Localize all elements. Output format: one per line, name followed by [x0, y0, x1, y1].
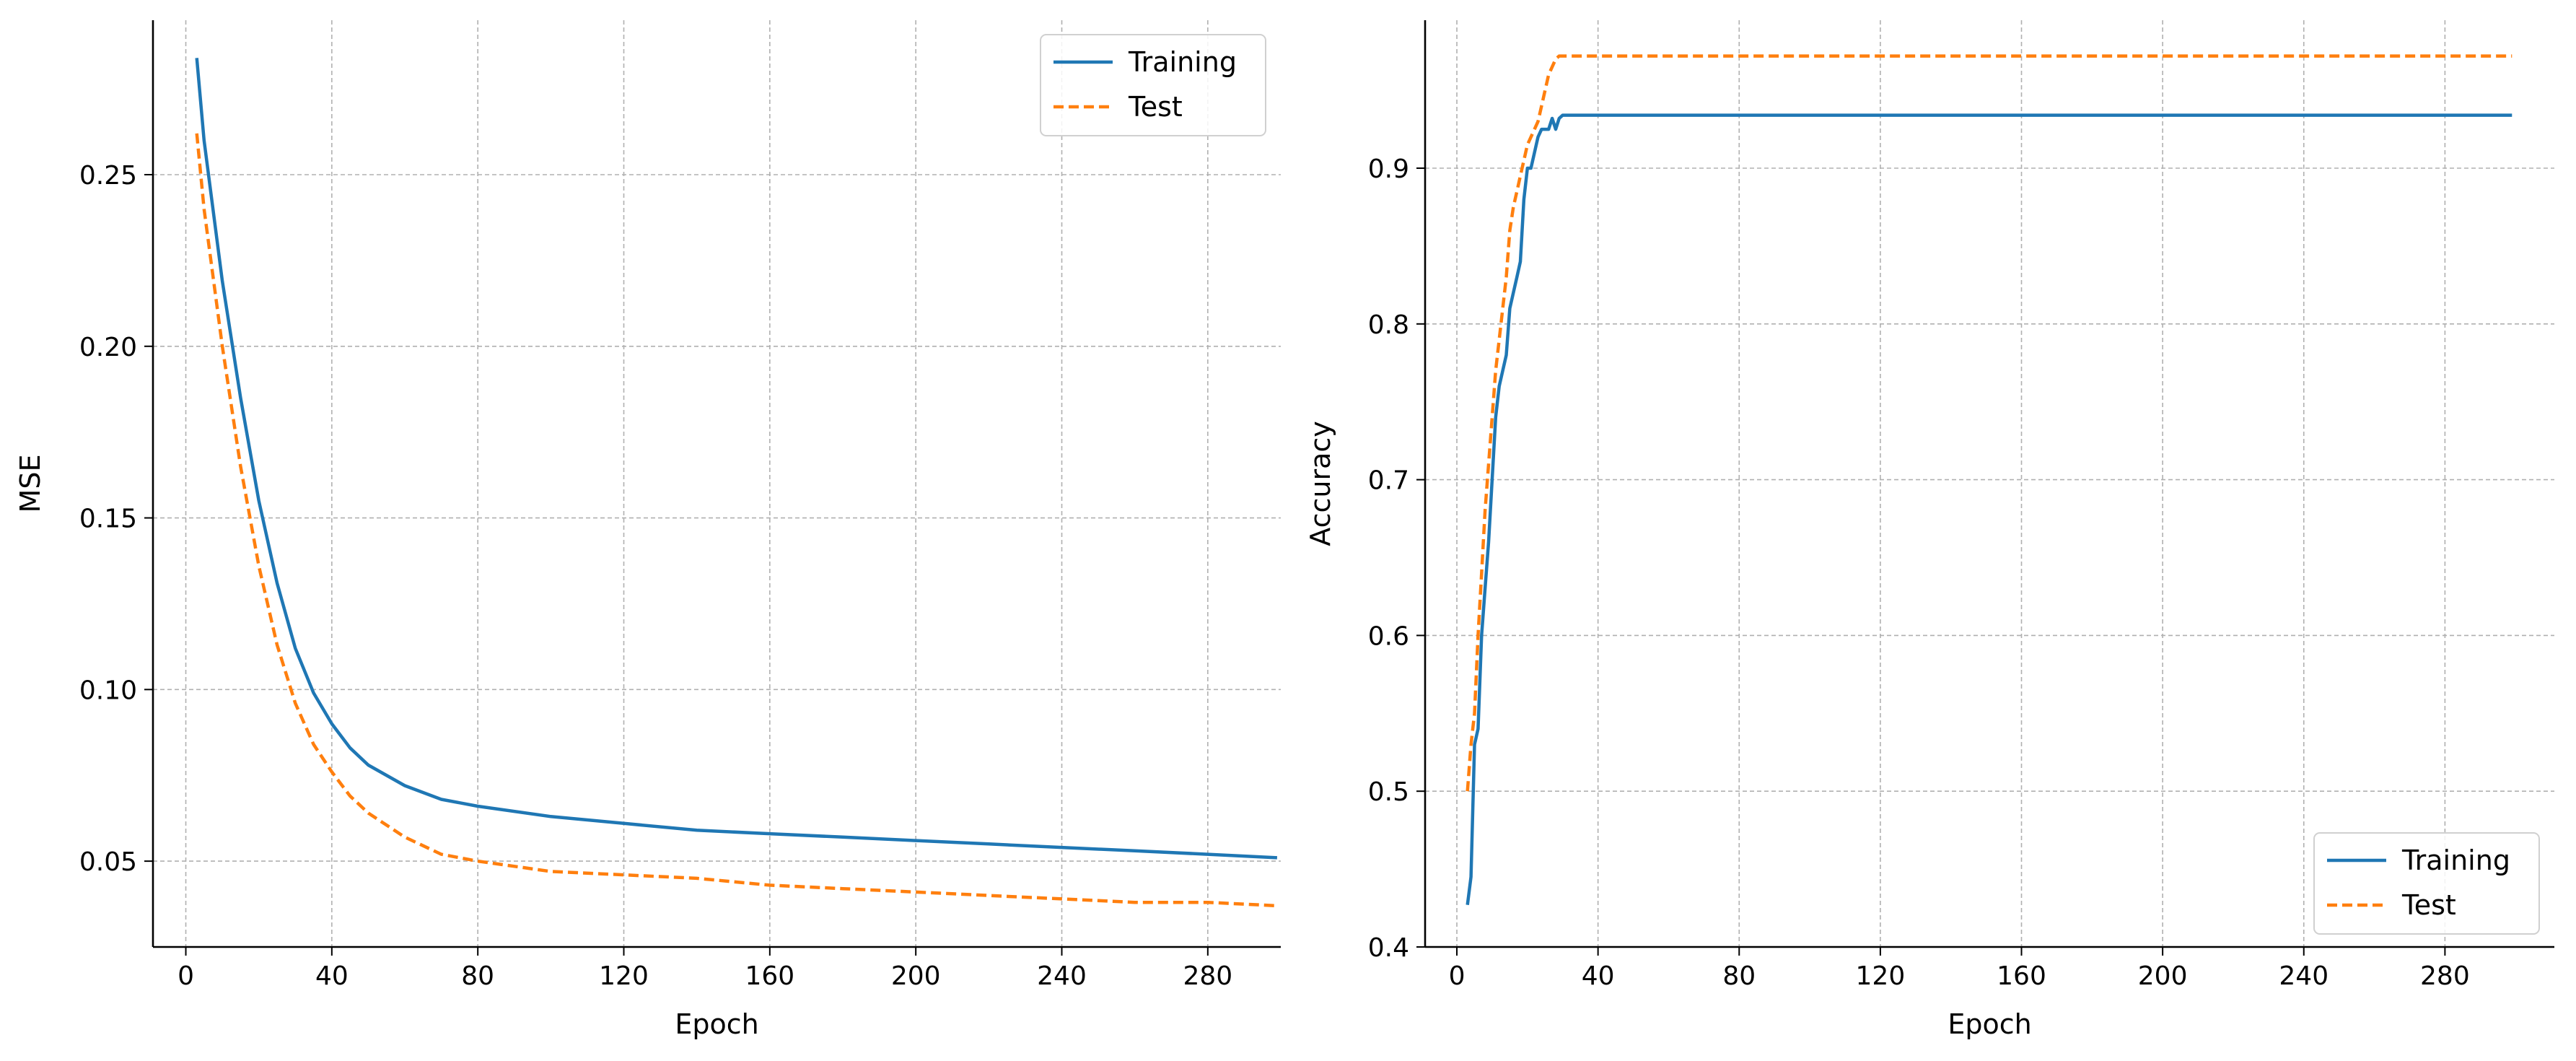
- x-tick-label: 160: [745, 961, 794, 991]
- y-tick-label: 0.6: [1368, 621, 1409, 651]
- legend: Training Test: [2313, 832, 2540, 935]
- x-tick-label: 120: [1856, 961, 1906, 991]
- x-tick-label: 40: [1582, 961, 1615, 991]
- x-tick-label: 0: [178, 961, 194, 991]
- y-tick-label: 0.15: [79, 505, 137, 534]
- x-tick-label: 240: [1037, 961, 1087, 991]
- legend: Training Test: [1040, 34, 1266, 136]
- x-tick-label: 40: [315, 961, 349, 991]
- legend-label: Training: [2401, 844, 2510, 876]
- x-tick-label: 200: [891, 961, 941, 991]
- x-tick-label: 280: [2420, 961, 2470, 991]
- y-axis-label: MSE: [14, 455, 46, 513]
- legend-label: Test: [1128, 91, 1183, 123]
- grid-lines: [1425, 20, 2554, 948]
- x-tick-label: 0: [1449, 961, 1466, 991]
- y-tick-label: 0.8: [1368, 310, 1409, 340]
- legend-frame: [1040, 34, 1266, 136]
- x-tick-label: 80: [461, 961, 494, 991]
- grid-lines: [153, 20, 1281, 947]
- y-tick-label: 0.4: [1368, 933, 1409, 963]
- x-tick-label: 280: [1183, 961, 1232, 991]
- x-tick-label: 160: [1997, 961, 2046, 991]
- x-tick-label: 80: [1722, 961, 1756, 991]
- mse-panel: 0 40 80 120 160 200 240 280 0.05 0.10 0.15 0.20 0.25…: [14, 20, 1281, 1040]
- y-tick-label: 0.05: [79, 847, 137, 877]
- x-tick-label: 120: [599, 961, 649, 991]
- y-tick-label: 0.5: [1368, 777, 1409, 807]
- series-line-training: [1466, 113, 2513, 905]
- legend-label: Training: [1128, 46, 1237, 78]
- legend-label: Test: [2401, 889, 2456, 921]
- x-axis-label: Epoch: [1948, 1008, 2031, 1040]
- y-tick-label: 0.25: [79, 161, 137, 191]
- series-line-test: [1466, 54, 2513, 792]
- x-axis-label: Epoch: [675, 1008, 758, 1040]
- y-tick-label: 0.20: [79, 333, 137, 362]
- y-tick-label: 0.7: [1368, 466, 1409, 496]
- accuracy-panel: 0 40 80 120 160 200 240 280 0.4 0.5 0.6 0.7 0.8 0.9 Ep…: [1305, 20, 2554, 1040]
- legend-frame: [2313, 832, 2540, 935]
- series-line-training: [195, 58, 1278, 860]
- y-tick-label: 0.10: [79, 676, 137, 705]
- x-tick-label: 200: [2138, 961, 2188, 991]
- y-axis-label: Accuracy: [1305, 421, 1336, 546]
- y-tick-label: 0.9: [1368, 154, 1409, 184]
- x-tick-label: 240: [2279, 961, 2329, 991]
- series-line-test: [195, 133, 1278, 908]
